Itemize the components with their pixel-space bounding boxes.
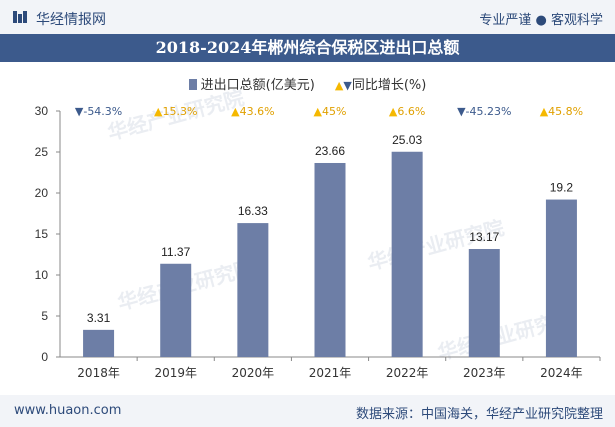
y-tick-label: 5	[41, 309, 48, 323]
growth-value: 43.6%	[240, 105, 275, 118]
bar	[314, 162, 346, 357]
bar-value-label: 16.33	[238, 204, 268, 218]
triangle-up-icon: ▲	[389, 105, 398, 118]
legend-item-total: 进出口总额(亿美元)	[188, 74, 315, 93]
triangle-up-icon: ▲	[540, 105, 549, 118]
footer-bar: www.huaon.com 数据来源：中国海关，华经产业研究院整理	[0, 395, 615, 427]
bar-value-label: 19.2	[550, 181, 574, 195]
legend-label-total: 进出口总额(亿美元)	[200, 78, 315, 93]
y-tick-label: 15	[35, 227, 49, 241]
bar	[545, 199, 577, 357]
y-tick-label: 30	[35, 104, 49, 118]
triangle-up-icon: ▲	[154, 105, 163, 118]
tagline: 专业严谨 ● 客观科学	[479, 13, 603, 28]
chart-title: 2018-2024年郴州综合保税区进出口总额	[0, 34, 615, 62]
triangle-up-icon: ▲	[314, 105, 323, 118]
triangle-down-icon: ▼	[343, 79, 352, 92]
bar	[391, 151, 423, 357]
triangle-up-icon: ▲	[334, 79, 344, 92]
bar-value-label: 3.31	[87, 311, 111, 325]
y-tick-label: 25	[35, 145, 49, 159]
growth-label: ▼-54.3%	[75, 105, 122, 118]
growth-label: ▲15.3%	[154, 105, 197, 118]
bar	[237, 223, 269, 357]
data-source: 数据来源：中国海关，华经产业研究院整理	[355, 407, 603, 422]
x-tick-label: 2021年	[309, 366, 352, 380]
bar	[83, 329, 115, 357]
bar-value-label: 13.17	[469, 230, 499, 244]
triangle-down-icon: ▼	[75, 105, 84, 118]
x-tick-label: 2020年	[232, 366, 275, 380]
growth-label: ▲6.6%	[389, 105, 425, 118]
growth-value: -45.23%	[466, 105, 512, 118]
growth-value: 45%	[322, 105, 346, 118]
logo-icon	[13, 11, 27, 23]
legend-label-growth: 同比增长(%)	[351, 78, 427, 93]
growth-value: 15.3%	[162, 105, 197, 118]
x-tick-label: 2018年	[77, 366, 120, 380]
legend-swatch-bar	[188, 79, 197, 90]
bar	[468, 249, 500, 357]
header-bar: 华经情报网 专业严谨 ● 客观科学	[0, 0, 615, 34]
growth-label: ▼-45.23%	[457, 105, 511, 118]
triangle-down-icon: ▼	[457, 105, 466, 118]
bar-value-label: 25.03	[392, 133, 422, 147]
x-tick-label: 2024年	[540, 366, 583, 380]
legend-item-growth: ▲▼同比增长(%)	[335, 74, 426, 93]
growth-label: ▲45%	[314, 105, 347, 118]
brand-name: 华经情报网	[36, 12, 106, 28]
bar-value-label: 11.37	[161, 245, 190, 259]
bar-value-label: 23.66	[315, 144, 345, 158]
growth-label: ▲45.8%	[540, 105, 583, 118]
growth-value: 6.6%	[397, 105, 425, 118]
bar	[160, 263, 192, 357]
x-tick-label: 2022年	[386, 366, 429, 380]
growth-value: 45.8%	[548, 105, 583, 118]
growth-label: ▲43.6%	[231, 105, 274, 118]
x-tick-label: 2023年	[463, 366, 506, 380]
growth-value: -54.3%	[83, 105, 122, 118]
legend: 进出口总额(亿美元) ▲▼同比增长(%)	[0, 74, 615, 93]
y-tick-label: 0	[41, 350, 48, 364]
site-url: www.huaon.com	[14, 403, 122, 418]
x-tick-label: 2019年	[154, 366, 197, 380]
y-tick-label: 20	[35, 186, 49, 200]
y-tick-label: 10	[35, 268, 49, 282]
triangle-up-icon: ▲	[231, 105, 240, 118]
